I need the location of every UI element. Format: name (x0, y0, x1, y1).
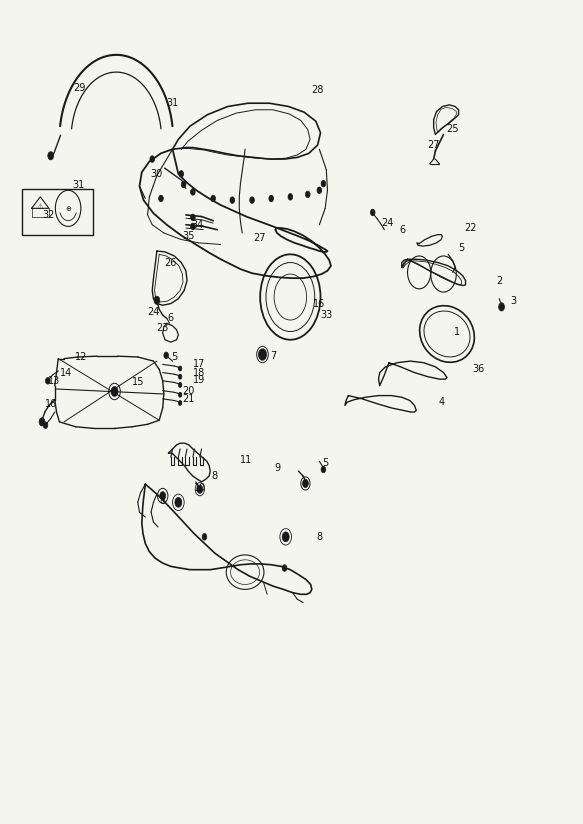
Text: 18: 18 (192, 368, 205, 377)
Text: 8: 8 (212, 471, 218, 481)
Circle shape (159, 195, 163, 202)
Text: 28: 28 (311, 85, 324, 95)
Text: 1: 1 (454, 326, 460, 336)
Text: 24: 24 (147, 307, 160, 316)
Text: 24: 24 (381, 218, 394, 228)
Text: ⚠: ⚠ (37, 202, 44, 211)
Circle shape (178, 366, 182, 371)
Circle shape (498, 302, 504, 311)
Circle shape (178, 374, 182, 379)
Circle shape (269, 195, 273, 202)
Text: 20: 20 (182, 386, 194, 396)
Text: 2: 2 (496, 275, 503, 286)
Text: 29: 29 (73, 82, 86, 92)
Text: 3: 3 (510, 296, 516, 307)
Circle shape (191, 223, 195, 230)
Text: 25: 25 (447, 124, 459, 133)
Circle shape (175, 498, 182, 508)
Text: 4: 4 (438, 397, 444, 407)
Text: 27: 27 (427, 140, 440, 150)
Circle shape (370, 209, 375, 216)
Circle shape (48, 152, 54, 160)
Text: 9: 9 (274, 463, 280, 473)
Circle shape (154, 296, 160, 304)
Circle shape (250, 197, 254, 204)
Circle shape (178, 392, 182, 397)
Circle shape (45, 377, 50, 384)
Text: 36: 36 (472, 364, 484, 374)
Circle shape (317, 187, 322, 194)
Text: 33: 33 (320, 310, 332, 320)
Text: 14: 14 (60, 368, 72, 377)
Circle shape (288, 194, 293, 200)
Circle shape (181, 181, 186, 188)
Text: 13: 13 (47, 376, 59, 386)
Circle shape (43, 422, 48, 428)
Circle shape (178, 382, 182, 387)
Circle shape (282, 564, 287, 571)
Text: 31: 31 (166, 98, 178, 108)
Circle shape (191, 189, 195, 195)
Text: 15: 15 (132, 377, 144, 387)
Circle shape (303, 480, 308, 488)
Text: 5: 5 (322, 458, 328, 468)
Text: 5: 5 (171, 352, 177, 362)
Text: 30: 30 (151, 169, 163, 179)
Text: 22: 22 (464, 223, 476, 233)
Text: 8: 8 (160, 496, 166, 506)
Text: 31: 31 (72, 180, 84, 190)
Text: 21: 21 (182, 394, 194, 404)
Text: 12: 12 (75, 352, 87, 362)
Circle shape (305, 191, 310, 198)
Text: 34: 34 (191, 220, 203, 230)
Circle shape (164, 352, 168, 358)
Text: 17: 17 (192, 359, 205, 369)
Text: 5: 5 (458, 243, 464, 253)
Circle shape (111, 386, 118, 396)
Text: 16: 16 (44, 399, 57, 409)
Text: ⊕: ⊕ (65, 206, 71, 212)
Circle shape (321, 466, 326, 473)
Circle shape (258, 349, 266, 360)
Text: 19: 19 (192, 375, 205, 385)
Circle shape (282, 532, 289, 541)
Text: 16: 16 (313, 298, 325, 309)
Circle shape (321, 180, 326, 187)
Text: 11: 11 (240, 455, 252, 465)
Circle shape (202, 534, 207, 540)
Text: 8: 8 (317, 531, 322, 542)
Circle shape (160, 492, 166, 500)
Text: 32: 32 (43, 210, 55, 220)
Circle shape (191, 214, 195, 221)
Circle shape (211, 195, 216, 202)
Text: 35: 35 (182, 232, 194, 241)
Circle shape (39, 418, 45, 426)
Text: 27: 27 (254, 233, 266, 243)
Circle shape (230, 197, 234, 204)
Circle shape (150, 156, 154, 162)
Text: 6: 6 (400, 225, 406, 235)
Text: 26: 26 (164, 258, 177, 268)
Text: 6: 6 (168, 313, 174, 323)
Text: 23: 23 (156, 323, 169, 333)
Text: 10: 10 (194, 483, 206, 493)
Circle shape (179, 171, 184, 177)
Text: 7: 7 (270, 351, 276, 361)
Circle shape (178, 400, 182, 405)
Circle shape (197, 485, 203, 494)
